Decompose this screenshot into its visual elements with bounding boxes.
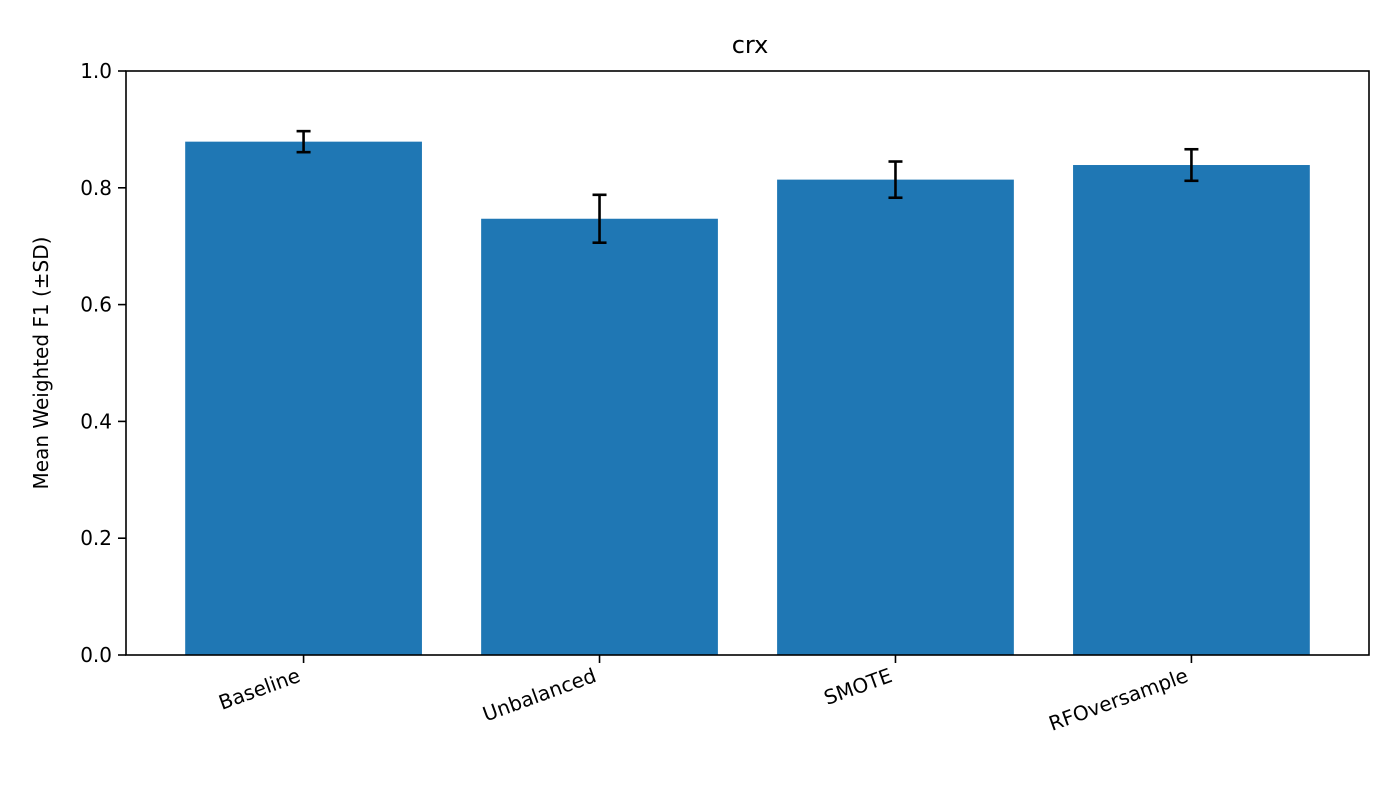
y-tick-label: 0.4: [80, 409, 112, 433]
error-bar-rfoversample: [1184, 147, 1199, 183]
bar-unbalanced: [481, 218, 718, 655]
x-tick-label-unbalanced: Unbalanced: [479, 663, 599, 726]
y-tick-label: 0.0: [80, 643, 112, 667]
error-bars-layer: [296, 129, 1199, 244]
y-tick-label: 0.8: [80, 176, 112, 200]
x-axis-ticks: Baseline Unbalanced SMOTE RFOversample: [215, 655, 1193, 736]
error-bar-unbalanced: [592, 193, 607, 244]
y-tick-label: 1.0: [80, 59, 112, 83]
y-axis-label: Mean Weighted F1 (±SD): [29, 237, 53, 490]
chart-title: crx: [732, 31, 769, 59]
x-tick-label-rfoversample: RFOversample: [1046, 663, 1192, 736]
error-bar-smote: [888, 160, 903, 200]
y-tick-label: 0.6: [80, 293, 112, 317]
bar-smote: [777, 179, 1014, 655]
y-axis-ticks: 0.0 0.2 0.4 0.6 0.8 1.0: [80, 59, 126, 667]
plot-frame: [125, 70, 1370, 656]
bars-layer: [185, 141, 1310, 655]
x-tick-label-baseline: Baseline: [215, 663, 303, 715]
y-tick-label: 0.2: [80, 526, 112, 550]
bar-rfoversample: [1073, 165, 1310, 655]
x-tick-label-smote: SMOTE: [821, 663, 896, 710]
bar-baseline: [185, 141, 422, 655]
error-bar-baseline: [296, 129, 311, 154]
